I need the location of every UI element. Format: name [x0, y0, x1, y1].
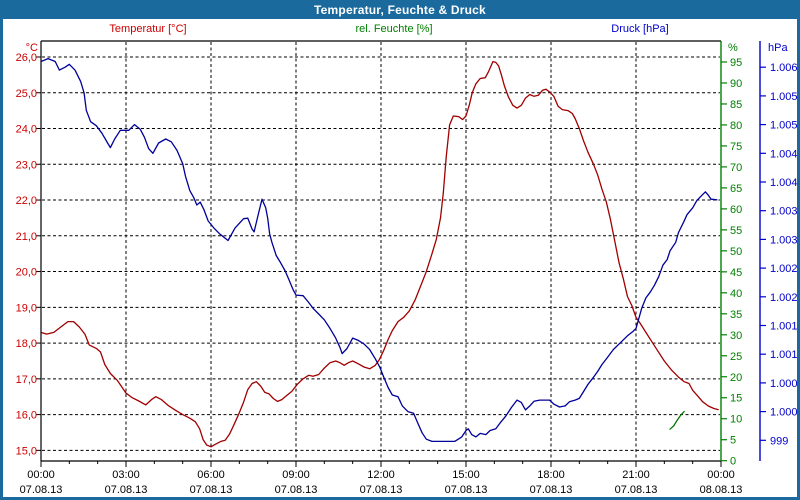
svg-text:40: 40	[730, 288, 742, 300]
chart-background	[3, 19, 797, 497]
y-axis-pressure: hPa 1.006 1.005 1.005 1.004 1.004 1.003 1.003 1.…	[759, 41, 798, 461]
svg-text:50: 50	[730, 246, 742, 258]
svg-text:1.005: 1.005	[770, 91, 798, 103]
svg-text:35: 35	[730, 309, 742, 321]
svg-text:1.003: 1.003	[770, 206, 798, 218]
svg-text:07.08.13: 07.08.13	[105, 484, 148, 496]
window-title: Temperatur, Feuchte & Druck	[314, 2, 486, 17]
svg-text:25,0: 25,0	[16, 88, 37, 100]
svg-text:21:00: 21:00	[622, 469, 650, 481]
svg-text:22,0: 22,0	[16, 195, 37, 207]
legend-pressure-label: Druck [hPa]	[611, 23, 669, 35]
svg-text:1.006: 1.006	[770, 62, 798, 74]
svg-text:15: 15	[730, 393, 742, 405]
svg-text:00:00: 00:00	[27, 469, 55, 481]
svg-text:17,0: 17,0	[16, 374, 37, 386]
svg-text:95: 95	[730, 57, 742, 69]
svg-text:23,0: 23,0	[16, 159, 37, 171]
svg-text:70: 70	[730, 162, 742, 174]
svg-text:12:00: 12:00	[367, 469, 395, 481]
gridlines	[42, 42, 720, 460]
svg-text:85: 85	[730, 99, 742, 111]
series-pressure	[41, 57, 718, 443]
svg-text:07.08.13: 07.08.13	[275, 484, 318, 496]
svg-text:999: 999	[770, 435, 788, 447]
svg-text:°C: °C	[26, 42, 38, 54]
svg-text:03:00: 03:00	[112, 469, 140, 481]
svg-text:1.005: 1.005	[770, 120, 798, 132]
svg-text:25: 25	[730, 351, 742, 363]
svg-text:07.08.13: 07.08.13	[445, 484, 488, 496]
svg-text:1.001: 1.001	[770, 349, 798, 361]
svg-text:24,0: 24,0	[16, 124, 37, 136]
svg-text:08.08.13: 08.08.13	[700, 484, 743, 496]
series-temperature	[41, 60, 719, 448]
svg-text:07.08.13: 07.08.13	[530, 484, 573, 496]
svg-text:1.004: 1.004	[770, 148, 798, 160]
svg-text:1.000: 1.000	[770, 407, 798, 419]
svg-text:00:00: 00:00	[707, 469, 735, 481]
svg-text:19,0: 19,0	[16, 302, 37, 314]
svg-text:07.08.13: 07.08.13	[190, 484, 233, 496]
svg-text:07.08.13: 07.08.13	[615, 484, 658, 496]
svg-text:06:00: 06:00	[197, 469, 225, 481]
svg-text:18,0: 18,0	[16, 338, 37, 350]
svg-text:45: 45	[730, 267, 742, 279]
svg-text:55: 55	[730, 225, 742, 237]
svg-text:65: 65	[730, 183, 742, 195]
svg-text:1.003: 1.003	[770, 234, 798, 246]
svg-text:1.001: 1.001	[770, 321, 798, 333]
y-axis-humidity: % 0 5 10 15 20 25 30 35 40 45 50 55 60 65 70 75 80 85 90 95	[720, 41, 742, 468]
svg-text:09:00: 09:00	[282, 469, 310, 481]
svg-text:90: 90	[730, 78, 742, 90]
series-humidity	[669, 410, 685, 430]
svg-text:10: 10	[730, 414, 742, 426]
svg-text:60: 60	[730, 204, 742, 216]
svg-text:1.002: 1.002	[770, 292, 798, 304]
svg-text:30: 30	[730, 330, 742, 342]
svg-text:16,0: 16,0	[16, 410, 37, 422]
svg-text:21,0: 21,0	[16, 231, 37, 243]
svg-text:1.002: 1.002	[770, 263, 798, 275]
y-axis-temperature: °C26,0 25,0 24,0 23,0 22,0 21,0 20,0 19,0 18,0 17…	[16, 42, 41, 457]
legend-temperature-label: Temperatur [°C]	[109, 23, 187, 35]
svg-text:5: 5	[730, 435, 736, 447]
svg-text:15:00: 15:00	[452, 469, 480, 481]
svg-text:1.004: 1.004	[770, 177, 798, 189]
svg-text:20,0: 20,0	[16, 267, 37, 279]
svg-text:20: 20	[730, 372, 742, 384]
svg-text:%: %	[728, 42, 738, 54]
svg-text:0: 0	[730, 456, 736, 468]
svg-text:07.08.13: 07.08.13	[360, 484, 403, 496]
svg-text:hPa: hPa	[768, 42, 788, 54]
svg-text:80: 80	[730, 120, 742, 132]
svg-text:07.08.13: 07.08.13	[20, 484, 63, 496]
x-axis: 00:00 07.08.13 03:00 07.08.13 06:00 07.08.13 0…	[20, 461, 743, 496]
svg-text:75: 75	[730, 141, 742, 153]
svg-text:26,0: 26,0	[16, 52, 37, 64]
svg-text:15,0: 15,0	[16, 445, 37, 457]
title-bar: Temperatur, Feuchte & Druck	[0, 0, 800, 19]
svg-text:1.000: 1.000	[770, 378, 798, 390]
svg-text:18:00: 18:00	[537, 469, 565, 481]
legend-humidity-label: rel. Feuchte [%]	[355, 23, 433, 35]
